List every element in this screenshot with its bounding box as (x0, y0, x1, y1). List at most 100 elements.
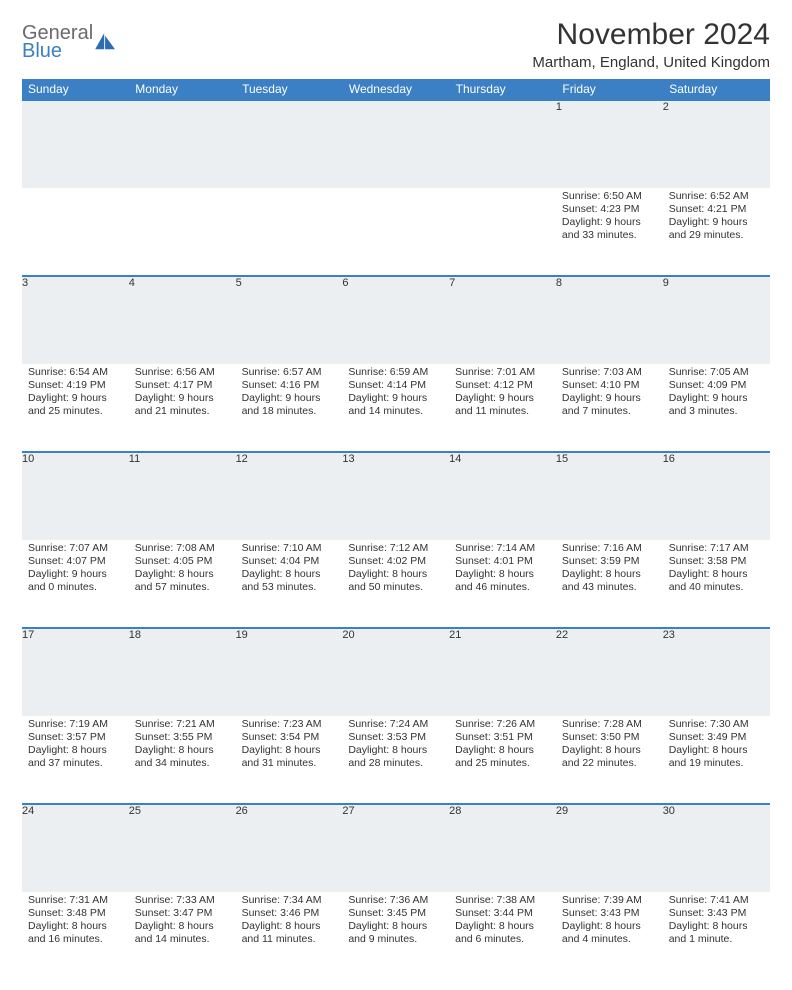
daylight-text: Daylight: 8 hours and 31 minutes. (242, 744, 337, 770)
day-cell: Sunrise: 7:39 AMSunset: 3:43 PMDaylight:… (556, 892, 663, 980)
sunset-text: Sunset: 3:47 PM (135, 907, 230, 920)
day-number: 28 (449, 804, 556, 892)
sunrise-text: Sunrise: 7:03 AM (562, 366, 657, 379)
sunset-text: Sunset: 4:05 PM (135, 555, 230, 568)
day-cell: Sunrise: 7:10 AMSunset: 4:04 PMDaylight:… (236, 540, 343, 628)
day-cell: Sunrise: 7:05 AMSunset: 4:09 PMDaylight:… (663, 364, 770, 452)
sunset-text: Sunset: 3:43 PM (669, 907, 764, 920)
daylight-text: Daylight: 8 hours and 19 minutes. (669, 744, 764, 770)
daylight-text: Daylight: 9 hours and 7 minutes. (562, 392, 657, 418)
day-number (449, 100, 556, 188)
sunset-text: Sunset: 3:59 PM (562, 555, 657, 568)
sunrise-text: Sunrise: 7:39 AM (562, 894, 657, 907)
day-cell: Sunrise: 7:24 AMSunset: 3:53 PMDaylight:… (342, 716, 449, 804)
day-cell: Sunrise: 7:14 AMSunset: 4:01 PMDaylight:… (449, 540, 556, 628)
sunset-text: Sunset: 3:45 PM (348, 907, 443, 920)
day-header: Thursday (449, 79, 556, 100)
day-header: Sunday (22, 79, 129, 100)
day-number: 7 (449, 276, 556, 364)
day-cell: Sunrise: 7:21 AMSunset: 3:55 PMDaylight:… (129, 716, 236, 804)
day-number: 27 (342, 804, 449, 892)
daylight-text: Daylight: 8 hours and 57 minutes. (135, 568, 230, 594)
day-number: 30 (663, 804, 770, 892)
sunset-text: Sunset: 3:58 PM (669, 555, 764, 568)
daylight-text: Daylight: 8 hours and 4 minutes. (562, 920, 657, 946)
sunset-text: Sunset: 3:57 PM (28, 731, 123, 744)
sunset-text: Sunset: 3:53 PM (348, 731, 443, 744)
sunrise-text: Sunrise: 7:36 AM (348, 894, 443, 907)
day-number: 26 (236, 804, 343, 892)
day-cell: Sunrise: 6:50 AMSunset: 4:23 PMDaylight:… (556, 188, 663, 276)
day-cell: Sunrise: 6:54 AMSunset: 4:19 PMDaylight:… (22, 364, 129, 452)
daylight-text: Daylight: 9 hours and 14 minutes. (348, 392, 443, 418)
day-number: 17 (22, 628, 129, 716)
daylight-text: Daylight: 8 hours and 40 minutes. (669, 568, 764, 594)
sunrise-text: Sunrise: 7:31 AM (28, 894, 123, 907)
sunrise-text: Sunrise: 7:34 AM (242, 894, 337, 907)
day-number: 14 (449, 452, 556, 540)
day-number: 21 (449, 628, 556, 716)
day-number: 19 (236, 628, 343, 716)
location: Martham, England, United Kingdom (532, 54, 770, 71)
sunset-text: Sunset: 4:17 PM (135, 379, 230, 392)
day-header: Tuesday (236, 79, 343, 100)
day-header: Monday (129, 79, 236, 100)
day-cell: Sunrise: 7:41 AMSunset: 3:43 PMDaylight:… (663, 892, 770, 980)
day-cell: Sunrise: 7:28 AMSunset: 3:50 PMDaylight:… (556, 716, 663, 804)
daylight-text: Daylight: 9 hours and 3 minutes. (669, 392, 764, 418)
sunset-text: Sunset: 3:43 PM (562, 907, 657, 920)
day-number: 1 (556, 100, 663, 188)
day-number: 9 (663, 276, 770, 364)
day-number: 20 (342, 628, 449, 716)
sunset-text: Sunset: 4:09 PM (669, 379, 764, 392)
sunset-text: Sunset: 4:23 PM (562, 203, 657, 216)
sunrise-text: Sunrise: 7:14 AM (455, 542, 550, 555)
sunrise-text: Sunrise: 7:08 AM (135, 542, 230, 555)
daylight-text: Daylight: 9 hours and 11 minutes. (455, 392, 550, 418)
day-header: Friday (556, 79, 663, 100)
day-cell: Sunrise: 7:34 AMSunset: 3:46 PMDaylight:… (236, 892, 343, 980)
daylight-text: Daylight: 8 hours and 11 minutes. (242, 920, 337, 946)
daylight-text: Daylight: 8 hours and 1 minute. (669, 920, 764, 946)
sunrise-text: Sunrise: 7:10 AM (242, 542, 337, 555)
day-number (342, 100, 449, 188)
sunset-text: Sunset: 4:21 PM (669, 203, 764, 216)
day-cell: Sunrise: 7:19 AMSunset: 3:57 PMDaylight:… (22, 716, 129, 804)
day-number: 24 (22, 804, 129, 892)
sunrise-text: Sunrise: 7:41 AM (669, 894, 764, 907)
sunrise-text: Sunrise: 7:24 AM (348, 718, 443, 731)
day-number (236, 100, 343, 188)
day-header: Saturday (663, 79, 770, 100)
daylight-text: Daylight: 9 hours and 18 minutes. (242, 392, 337, 418)
day-cell (129, 188, 236, 276)
day-number: 12 (236, 452, 343, 540)
day-cell: Sunrise: 6:59 AMSunset: 4:14 PMDaylight:… (342, 364, 449, 452)
day-cell (449, 188, 556, 276)
daylight-text: Daylight: 8 hours and 50 minutes. (348, 568, 443, 594)
sunrise-text: Sunrise: 6:50 AM (562, 190, 657, 203)
sunset-text: Sunset: 4:14 PM (348, 379, 443, 392)
day-number: 15 (556, 452, 663, 540)
sunset-text: Sunset: 3:49 PM (669, 731, 764, 744)
day-number: 23 (663, 628, 770, 716)
sunrise-text: Sunrise: 6:52 AM (669, 190, 764, 203)
sunset-text: Sunset: 3:44 PM (455, 907, 550, 920)
daylight-text: Daylight: 9 hours and 25 minutes. (28, 392, 123, 418)
day-number: 13 (342, 452, 449, 540)
day-header: Wednesday (342, 79, 449, 100)
sunset-text: Sunset: 3:46 PM (242, 907, 337, 920)
sunset-text: Sunset: 3:50 PM (562, 731, 657, 744)
day-cell: Sunrise: 6:52 AMSunset: 4:21 PMDaylight:… (663, 188, 770, 276)
sunrise-text: Sunrise: 7:16 AM (562, 542, 657, 555)
sunrise-text: Sunrise: 7:26 AM (455, 718, 550, 731)
daylight-text: Daylight: 8 hours and 28 minutes. (348, 744, 443, 770)
day-number: 2 (663, 100, 770, 188)
sunrise-text: Sunrise: 7:19 AM (28, 718, 123, 731)
sunset-text: Sunset: 4:12 PM (455, 379, 550, 392)
sunset-text: Sunset: 3:48 PM (28, 907, 123, 920)
daylight-text: Daylight: 8 hours and 53 minutes. (242, 568, 337, 594)
day-cell: Sunrise: 7:17 AMSunset: 3:58 PMDaylight:… (663, 540, 770, 628)
daylight-text: Daylight: 8 hours and 46 minutes. (455, 568, 550, 594)
day-cell: Sunrise: 6:56 AMSunset: 4:17 PMDaylight:… (129, 364, 236, 452)
day-number: 10 (22, 452, 129, 540)
